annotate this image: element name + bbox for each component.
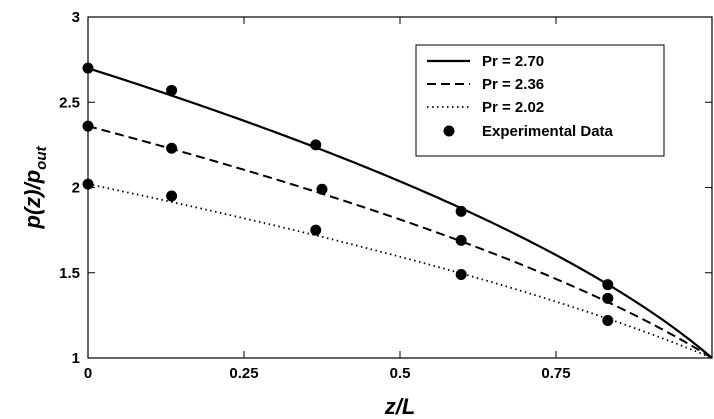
x-tick-label: 0.25 <box>229 365 258 382</box>
y-tick-label: 3 <box>72 9 80 26</box>
legend-box <box>415 44 665 157</box>
data-point-4 <box>455 205 467 217</box>
legend-label-experimental: Experimental Data <box>482 123 614 140</box>
y-axis-title-main: p(z)/p <box>20 170 45 230</box>
data-point-9 <box>455 234 467 246</box>
legend-swatch-experimental <box>443 125 455 137</box>
series-line-2 <box>87 125 713 359</box>
legend-label-1: Pr = 2.70 <box>482 53 544 70</box>
data-point-5 <box>602 279 614 291</box>
legend: Pr = 2.70 Pr = 2.36 Pr = 2.02 Experimental … <box>415 44 665 157</box>
y-tick-label: 1.5 <box>59 265 80 282</box>
svg-text:p(z)/pout: p(z)/pout <box>20 146 50 230</box>
data-point-13 <box>310 224 322 236</box>
y-axis-title: p(z)/pout <box>20 146 50 230</box>
series-line-3 <box>87 183 713 359</box>
y-tick-label: 2 <box>72 180 80 197</box>
experimental-markers <box>82 62 614 326</box>
axis-tick-labels: 0 0.25 0.5 0.75 1 1.5 2 2.5 3 <box>59 9 570 382</box>
legend-label-2: Pr = 2.36 <box>482 76 544 93</box>
x-tick-label: 0.75 <box>541 365 570 382</box>
data-point-12 <box>166 190 178 202</box>
x-axis-title: z/L <box>384 394 416 419</box>
y-tick-label: 1 <box>72 350 80 367</box>
y-axis-title-subscript: out <box>33 146 50 170</box>
data-point-2 <box>166 84 178 96</box>
data-point-8 <box>316 183 328 195</box>
data-point-7 <box>166 142 178 154</box>
legend-label-3: Pr = 2.02 <box>482 99 544 116</box>
data-point-10 <box>602 292 614 304</box>
data-point-14 <box>455 268 467 280</box>
x-tick-label: 0.5 <box>390 365 411 382</box>
y-tick-label: 2.5 <box>59 94 80 111</box>
x-tick-label: 0 <box>84 365 92 382</box>
axis-ticks <box>87 16 712 359</box>
data-point-15 <box>602 314 614 326</box>
data-point-3 <box>310 139 322 151</box>
